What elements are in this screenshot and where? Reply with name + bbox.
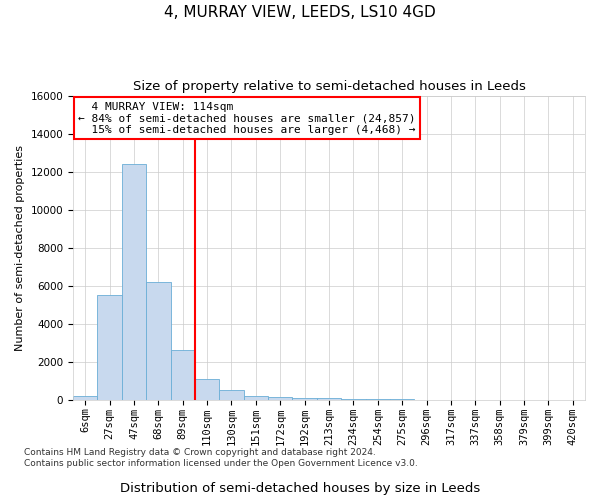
Bar [244, 396, 268, 400]
Text: 4, MURRAY VIEW, LEEDS, LS10 4GD: 4, MURRAY VIEW, LEEDS, LS10 4GD [164, 5, 436, 20]
Bar [292, 398, 317, 400]
Text: Contains HM Land Registry data © Crown copyright and database right 2024.
Contai: Contains HM Land Registry data © Crown c… [24, 448, 418, 468]
Bar [146, 282, 170, 400]
Bar [341, 399, 365, 400]
Bar [97, 296, 122, 400]
Bar [73, 396, 97, 400]
Bar [317, 398, 341, 400]
Title: Size of property relative to semi-detached houses in Leeds: Size of property relative to semi-detach… [133, 80, 526, 93]
Bar [220, 390, 244, 400]
Bar [122, 164, 146, 400]
Bar [268, 398, 292, 400]
Text: Distribution of semi-detached houses by size in Leeds: Distribution of semi-detached houses by … [120, 482, 480, 495]
Bar [195, 379, 220, 400]
Text: 4 MURRAY VIEW: 114sqm
← 84% of semi-detached houses are smaller (24,857)
  15% o: 4 MURRAY VIEW: 114sqm ← 84% of semi-deta… [78, 102, 416, 135]
Y-axis label: Number of semi-detached properties: Number of semi-detached properties [15, 144, 25, 350]
Bar [170, 350, 195, 400]
